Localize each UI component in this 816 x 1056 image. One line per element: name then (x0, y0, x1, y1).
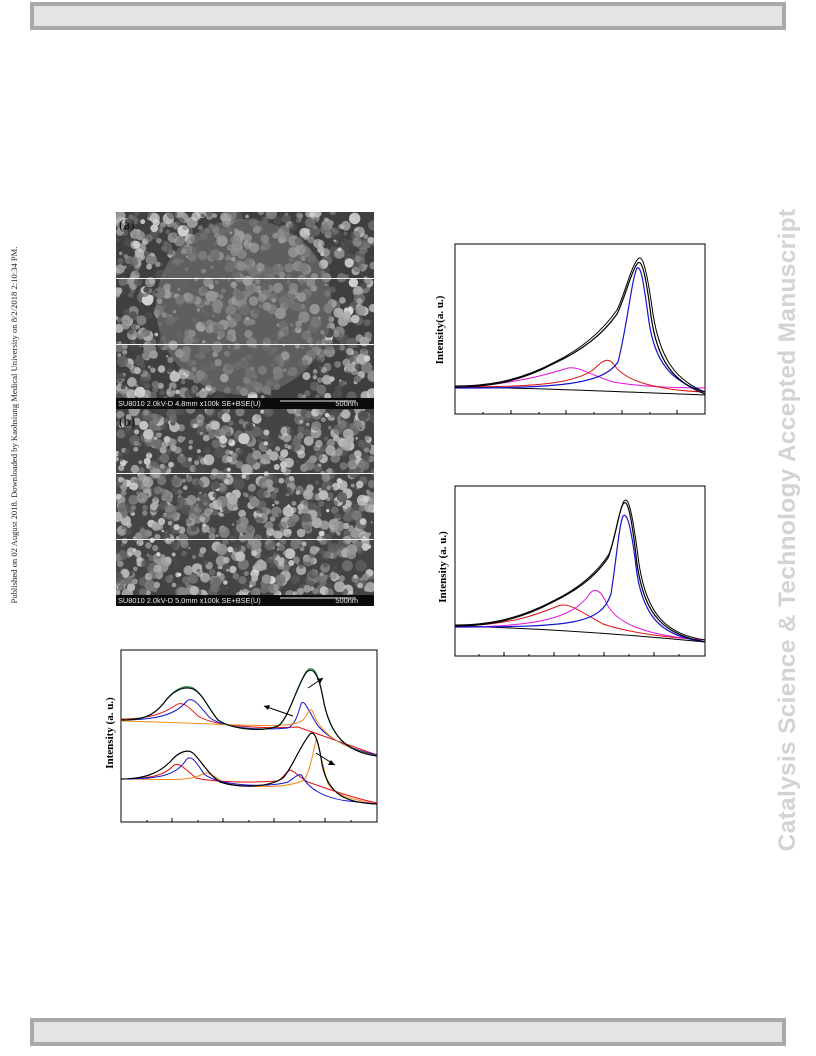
spectrum-3-peak-blue (454, 514, 706, 643)
spectrum-1-upper-envelope (120, 668, 378, 757)
spectrum-1-lower-peak-blue (120, 757, 378, 805)
spectrum-3-ylabel-text: Intensity (a. u.) (437, 531, 449, 603)
sem-image-b: (b) SU8010 2.0kV-D 5.0mm x100k SE+BSE(U)… (116, 409, 374, 606)
sem-b-info-text: SU8010 2.0kV-D 5.0mm x100k SE+BSE(U) (118, 596, 261, 605)
sem-a-line-2 (116, 344, 374, 345)
spectrum-2-peak-magenta (454, 367, 706, 389)
sem-b-info-bar: SU8010 2.0kV-D 5.0mm x100k SE+BSE(U) 500… (116, 595, 374, 606)
sem-b-scale-bar (280, 597, 356, 599)
spectrum-1-arrows (263, 677, 336, 766)
spectrum-2-peak-red (454, 359, 706, 393)
spectrum-1-ticks (120, 818, 378, 822)
spectrum-1-lower-peak-orange (120, 739, 378, 805)
sem-b-scale-text: 500nm (335, 596, 358, 605)
sem-a-info-bar: SU8010 2.0kV-D 4.8mm x100k SE+BSE(U) 500… (116, 398, 374, 409)
spectrum-1-upper-peak-red (120, 703, 378, 756)
spectrum-2-fit-black (454, 262, 706, 395)
spectrum-1-lower-curves (120, 732, 378, 805)
spectrum-3-frame (454, 485, 706, 657)
spectrum-1-ylabel-text: Intensity (a. u.) (104, 697, 116, 769)
sem-b-panel-label: (b) (119, 415, 136, 430)
sem-a-panel-label: (a) (119, 218, 135, 233)
spectrum-3-ticks (454, 652, 706, 656)
sem-b-line-1 (116, 473, 374, 474)
sem-texture-b-grains (116, 409, 374, 600)
spectrum-1-lower-fit-black (120, 732, 378, 805)
spectrum-1-upper-peak-blue-1 (120, 699, 378, 756)
spectrum-1 (120, 649, 378, 823)
journal-watermark-text: Catalysis Science & Technology Accepted … (774, 208, 801, 852)
sem-a-scale-text: 500nm (335, 399, 358, 408)
spectrum-2-frame (454, 243, 706, 415)
spectrum-2 (454, 243, 706, 415)
spectrum-2-ylabel-text: Intensity(a. u.) (434, 295, 446, 365)
header-bar (30, 2, 786, 30)
spectrum-3-peak-magenta (454, 590, 706, 641)
spectrum-3-data-black (454, 499, 706, 641)
spectrum-2-data-black (454, 257, 706, 393)
sem-a-scale-bar (280, 400, 356, 402)
spectrum-1-upper-curves (120, 668, 378, 757)
sem-texture-a (116, 212, 374, 409)
sem-b-line-2 (116, 539, 374, 540)
footer-bar (30, 1018, 786, 1046)
spectrum-2-ticks (454, 410, 678, 414)
sem-texture-b (116, 409, 374, 606)
spectrum-2-peak-blue (454, 267, 706, 393)
published-note-text: Published on 02 August 2018. Downloaded … (9, 246, 19, 604)
sem-image-a: (a) SU8010 2.0kV-D 4.8mm x100k SE+BSE(U)… (116, 212, 374, 409)
spectrum-3-baseline (454, 625, 706, 643)
sem-a-info-text: SU8010 2.0kV-D 4.8mm x100k SE+BSE(U) (118, 399, 261, 408)
spectrum-3-fit-black (454, 502, 706, 643)
spectrum-1-upper-fit-black (120, 669, 378, 757)
sem-a-line-1 (116, 278, 374, 279)
spectrum-3 (454, 485, 706, 657)
